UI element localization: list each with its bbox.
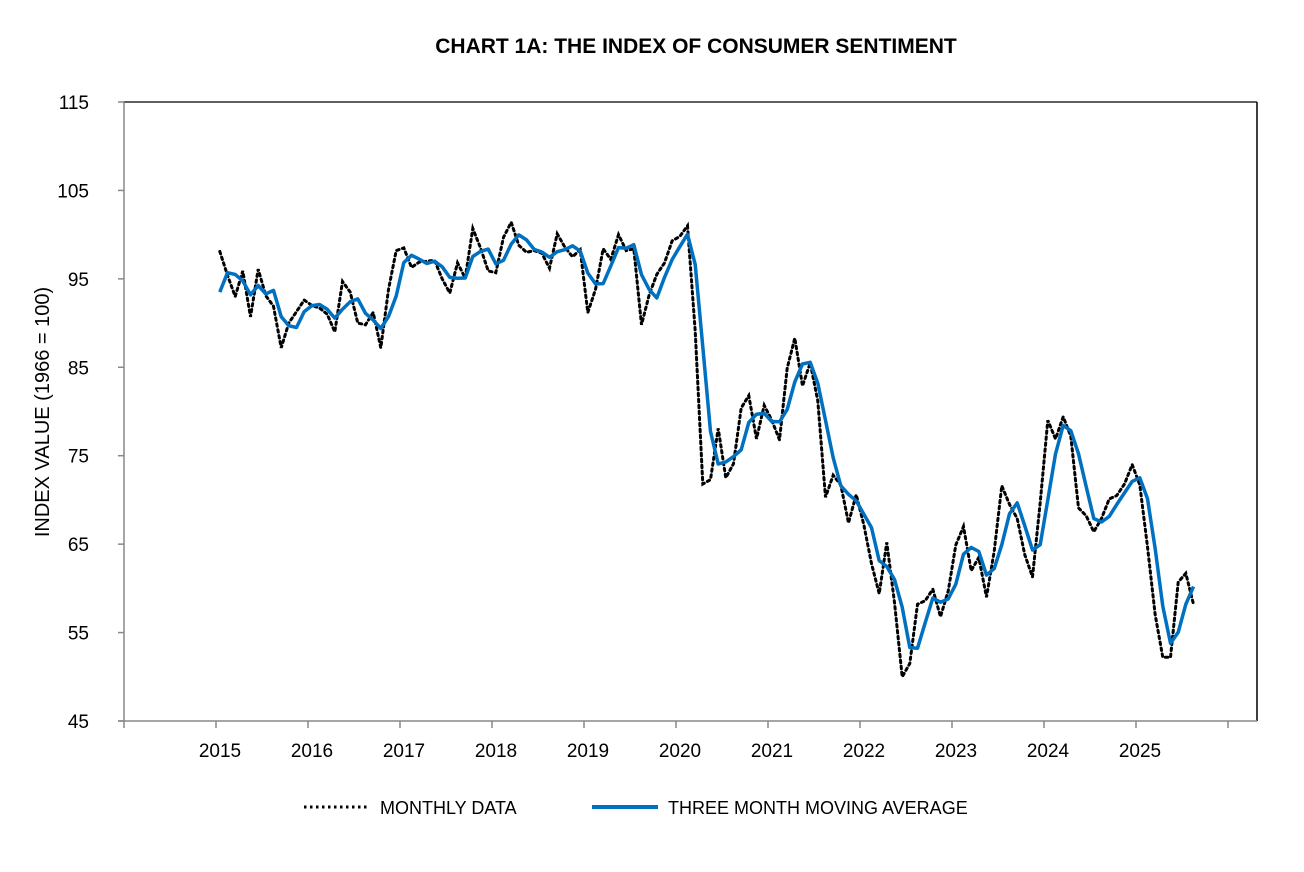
y-tick-label: 115 xyxy=(59,93,89,114)
y-tick-label: 45 xyxy=(68,712,89,733)
legend: MONTHLY DATA THREE MONTH MOVING AVERAGE xyxy=(304,798,968,818)
y-tick-label: 75 xyxy=(68,447,89,468)
y-axis-label: INDEX VALUE (1966 = 100) xyxy=(32,287,54,537)
y-tick-label: 85 xyxy=(68,358,89,379)
x-tick-label: 2022 xyxy=(843,741,885,762)
x-tick-label: 2015 xyxy=(199,741,241,762)
y-tick-label: 55 xyxy=(68,624,89,645)
x-tick-label: 2019 xyxy=(567,741,609,762)
x-tick-label: 2021 xyxy=(751,741,793,762)
y-tick-label: 105 xyxy=(57,181,89,202)
x-tick-label: 2018 xyxy=(475,741,517,762)
y-tick-label: 65 xyxy=(68,535,89,556)
series-moving-average-line xyxy=(218,232,1196,650)
x-tick-label: 2020 xyxy=(659,741,701,762)
x-tick-label: 2025 xyxy=(1119,741,1161,762)
legend-label-monthly: MONTHLY DATA xyxy=(380,798,517,818)
x-tick-label: 2023 xyxy=(935,741,977,762)
x-tick-label: 2024 xyxy=(1027,741,1070,762)
y-tick-label: 95 xyxy=(68,270,89,291)
series-monthly-line xyxy=(218,218,1195,682)
x-tick-label: 2017 xyxy=(383,741,425,762)
chart-title: CHART 1A: THE INDEX OF CONSUMER SENTIMEN… xyxy=(435,35,957,58)
axes xyxy=(118,101,1258,722)
x-tick-label: 2016 xyxy=(291,741,333,762)
legend-label-moving-average: THREE MONTH MOVING AVERAGE xyxy=(668,798,968,818)
